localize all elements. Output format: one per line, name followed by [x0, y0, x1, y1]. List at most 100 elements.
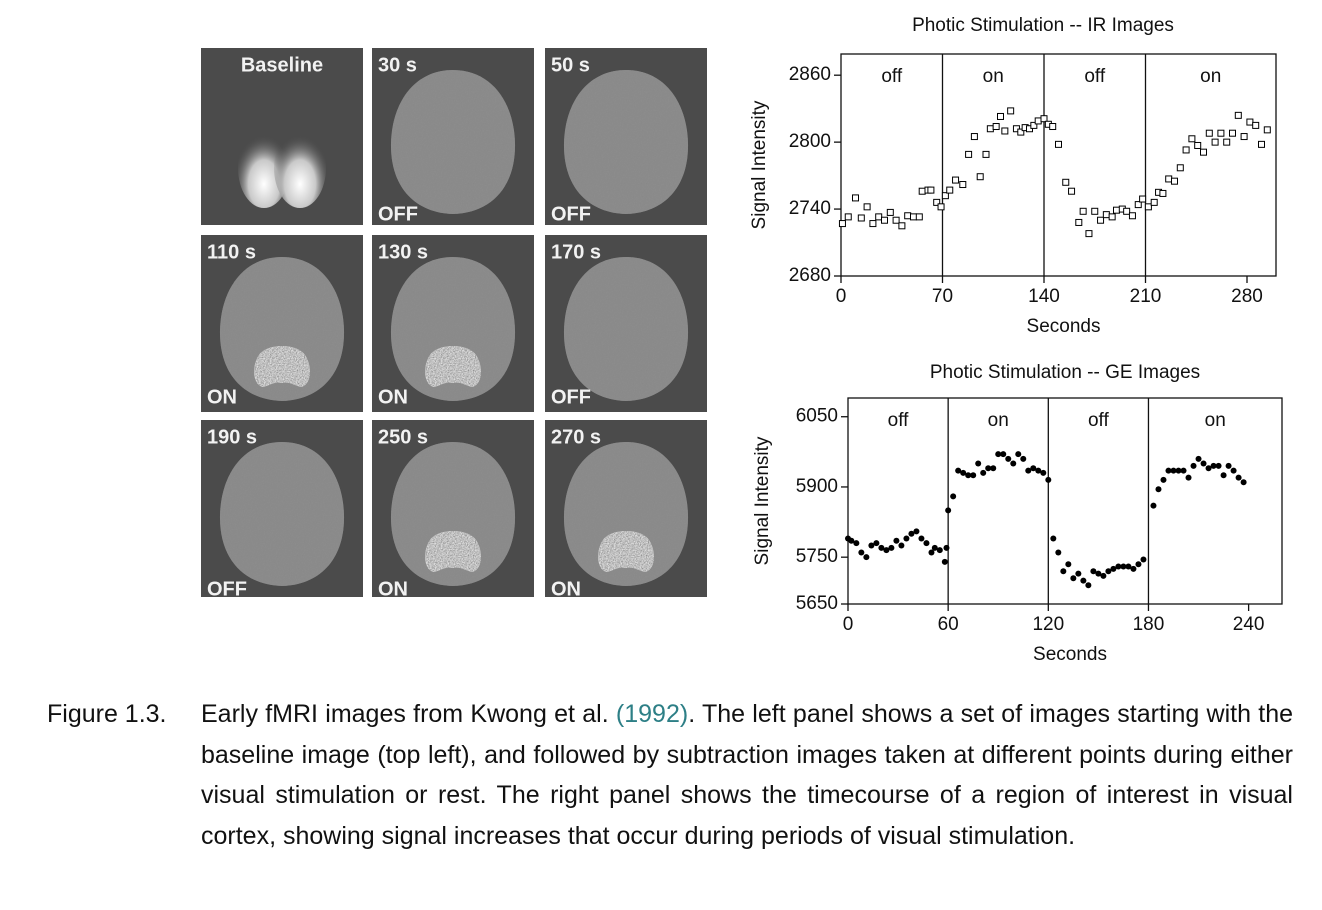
data-point — [980, 469, 987, 476]
data-point — [875, 213, 883, 221]
data-point — [1065, 561, 1072, 568]
data-point — [1045, 476, 1052, 483]
citation-link[interactable]: (1992) — [615, 700, 689, 728]
data-point — [931, 544, 938, 551]
data-point — [1160, 476, 1167, 483]
data-point — [904, 212, 912, 220]
y-tick-label: 5900 — [796, 476, 838, 497]
data-point — [1155, 486, 1162, 493]
y-axis-label: Signal Intensity — [749, 100, 770, 229]
data-point — [1091, 207, 1099, 215]
data-point — [1017, 128, 1025, 136]
data-point — [1020, 455, 1027, 462]
panel-state: ON — [551, 578, 581, 600]
data-point — [1134, 201, 1142, 209]
data-point — [1113, 206, 1120, 214]
data-point — [941, 558, 948, 565]
data-point — [1062, 178, 1070, 186]
data-point — [1001, 127, 1009, 135]
x-tick-label: 210 — [1130, 286, 1162, 307]
panel-time: 110 s — [207, 241, 256, 263]
period-label: off — [1088, 410, 1110, 431]
data-point — [1085, 230, 1093, 238]
data-point — [918, 535, 925, 542]
data-point — [1000, 451, 1007, 458]
data-point — [1200, 148, 1207, 156]
y-tick-label: 5650 — [796, 593, 838, 614]
plot-frame — [840, 53, 1277, 277]
panel-state: OFF — [378, 203, 418, 225]
panel-time: 190 s — [207, 426, 257, 448]
data-point — [1170, 467, 1177, 474]
image-panel: 130 s ON — [372, 235, 534, 412]
data-point — [1007, 107, 1015, 115]
x-axis-label: Seconds — [1033, 644, 1107, 665]
data-point — [1135, 561, 1142, 568]
data-point — [1030, 465, 1037, 472]
data-point — [852, 194, 859, 202]
panel-state: OFF — [551, 386, 591, 408]
data-point — [1235, 474, 1242, 481]
data-point — [893, 537, 900, 544]
y-tick-label: 2740 — [789, 198, 831, 219]
data-point — [1075, 570, 1082, 577]
data-point — [1010, 460, 1017, 467]
data-point — [970, 133, 978, 141]
period-label: off — [888, 410, 910, 431]
panel-state: ON — [207, 386, 237, 408]
data-point — [950, 493, 957, 500]
data-point — [1234, 111, 1242, 119]
data-point — [1263, 126, 1271, 134]
image-panel: 30 s OFF — [372, 48, 534, 225]
data-point — [913, 528, 920, 535]
x-axis-label: Seconds — [1027, 316, 1101, 337]
data-point — [858, 549, 865, 556]
data-point — [844, 213, 852, 221]
panel-time: 170 s — [551, 241, 601, 263]
panel-state: ON — [378, 578, 408, 600]
data-point — [1171, 177, 1178, 185]
chart-title: Photic Stimulation -- GE Images — [930, 362, 1200, 383]
data-point — [1252, 121, 1260, 129]
data-point — [888, 544, 895, 551]
image-panel: 250 s ON — [372, 420, 534, 600]
x-tick-label: 140 — [1028, 286, 1060, 307]
data-point — [886, 208, 894, 216]
data-point — [873, 540, 880, 547]
data-point — [1190, 462, 1197, 469]
period-label: on — [1200, 66, 1221, 87]
data-point — [959, 181, 967, 189]
data-point — [936, 547, 943, 554]
data-point — [1108, 213, 1116, 221]
data-point — [1211, 138, 1219, 146]
period-label: on — [1205, 410, 1226, 431]
panel-time: 270 s — [551, 426, 601, 448]
data-point — [1070, 575, 1077, 582]
data-point — [1005, 455, 1012, 462]
data-point — [915, 213, 923, 221]
x-tick-label: 0 — [843, 614, 854, 635]
data-point — [997, 112, 1004, 120]
data-point — [898, 222, 906, 230]
data-point — [1225, 462, 1232, 469]
data-point — [1240, 479, 1247, 486]
data-point — [1182, 146, 1190, 154]
data-point — [918, 187, 926, 195]
data-point — [1144, 203, 1152, 211]
y-axis-label: Signal Intensity — [752, 436, 773, 565]
data-point — [1034, 117, 1042, 125]
panel-time: 30 s — [378, 54, 417, 76]
data-point — [1205, 465, 1212, 472]
data-point — [1140, 556, 1147, 563]
data-point — [1102, 211, 1110, 219]
data-point — [927, 186, 935, 194]
figure: Baseline 30 s OFF 50 s OFF 110 s ON 130 … — [201, 15, 1283, 665]
image-panel: Baseline — [201, 48, 363, 225]
data-point — [1097, 216, 1105, 224]
panel-time: 250 s — [378, 426, 428, 448]
data-point — [945, 507, 952, 514]
data-point — [1230, 467, 1237, 474]
x-tick-label: 70 — [932, 286, 953, 307]
data-point — [878, 544, 885, 551]
chart-title: Photic Stimulation -- IR Images — [912, 15, 1174, 36]
